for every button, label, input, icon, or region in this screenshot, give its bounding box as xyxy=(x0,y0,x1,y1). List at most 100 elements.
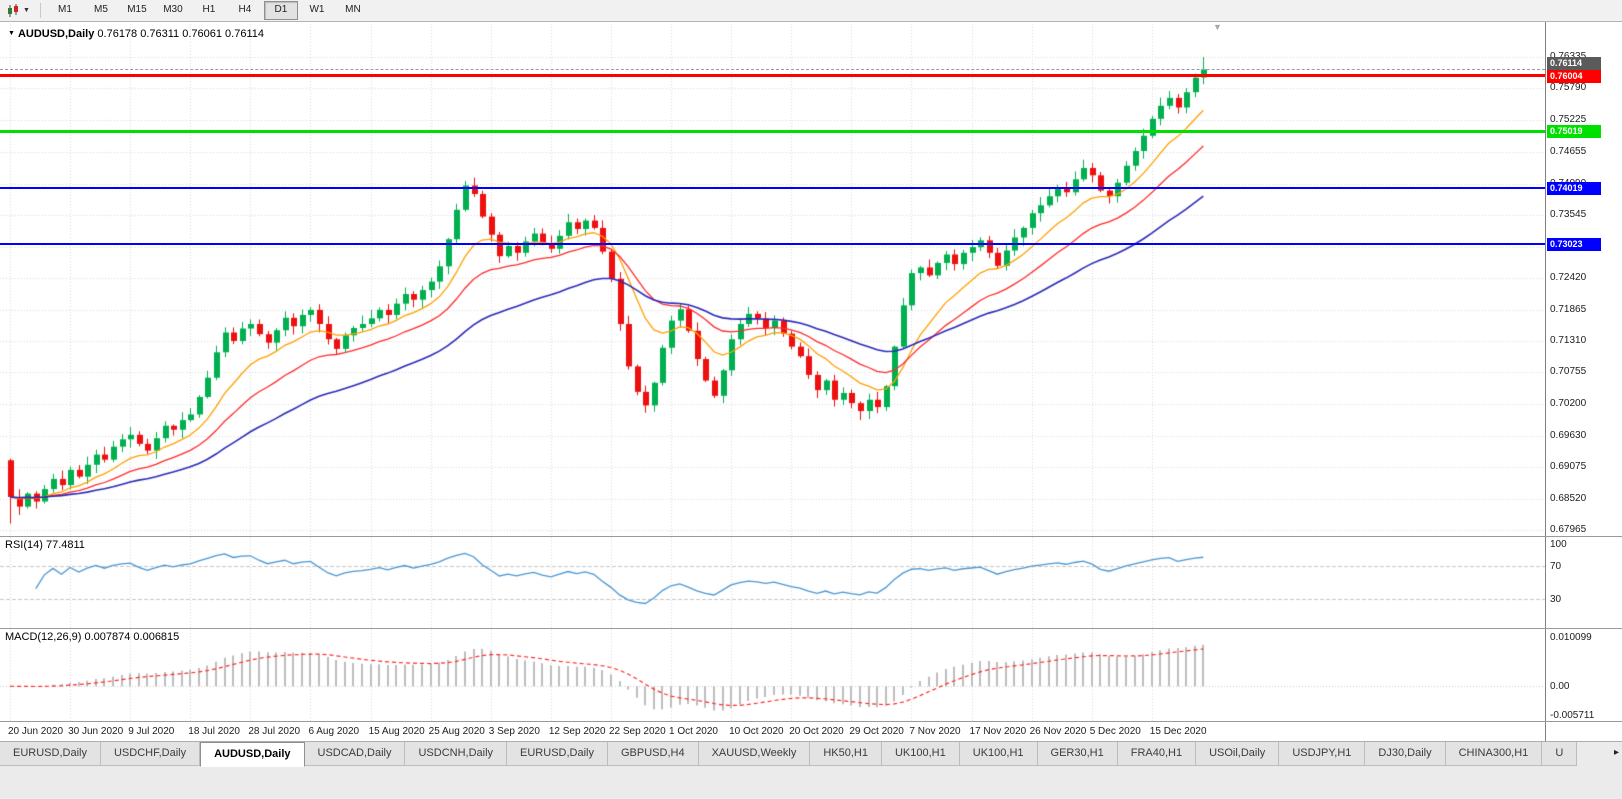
date-axis-label: 29 Oct 2020 xyxy=(849,726,904,737)
pane-separator-macd[interactable] xyxy=(0,628,1622,629)
price-axis-label: 0.70755 xyxy=(1550,366,1587,378)
chart-tab-uk100-h1[interactable]: UK100,H1 xyxy=(959,742,1038,766)
price-axis-label: 0.75790 xyxy=(1550,81,1587,93)
chart-tab-uk100-h1[interactable]: UK100,H1 xyxy=(881,742,960,766)
price-chart-canvas[interactable] xyxy=(0,21,1545,741)
price-axis-label: 0.75225 xyxy=(1550,113,1587,125)
date-axis-label: 20 Oct 2020 xyxy=(789,726,844,737)
chart-ohlc-values: 0.76178 0.76311 0.76061 0.76114 xyxy=(97,28,264,40)
price-axis-label: 0.67965 xyxy=(1550,524,1587,536)
timeframe-buttons: M1 M5 M15 M30 H1 H4 D1 W1 MN xyxy=(47,1,371,20)
price-axis-label: 0.73545 xyxy=(1550,208,1587,220)
horizontal-line-0.74019[interactable] xyxy=(0,186,1545,189)
date-axis-label: 18 Jul 2020 xyxy=(188,726,240,737)
date-axis-label: 12 Sep 2020 xyxy=(548,726,606,737)
chart-symbol: AUDUSD,Daily xyxy=(17,28,95,40)
chart-type-icon[interactable] xyxy=(4,3,22,19)
price-axis-label: 0.76335 xyxy=(1550,51,1586,62)
chart-tab-usdchf-daily[interactable]: USDCHF,Daily xyxy=(100,742,201,766)
chart-tab-usdcad-daily[interactable]: USDCAD,Daily xyxy=(304,742,406,766)
price-tag-0.75019: 0.75019 xyxy=(1547,125,1601,139)
price-axis-label: 100 xyxy=(1550,539,1567,550)
chart-tab-dj30-daily[interactable]: DJ30,Daily xyxy=(1365,742,1446,766)
price-axis-label: 30 xyxy=(1550,594,1562,606)
chart-tab-usdjpy-h1[interactable]: USDJPY,H1 xyxy=(1279,742,1366,766)
date-axis-label: 20 Jun 2020 xyxy=(8,726,64,737)
price-tag-0.73023: 0.73023 xyxy=(1547,238,1601,252)
date-axis-label: 1 Oct 2020 xyxy=(669,726,718,737)
date-axis-label: 6 Aug 2020 xyxy=(308,726,360,737)
price-axis-label: 0.68520 xyxy=(1550,492,1587,504)
timeframe-button-mn[interactable]: MN xyxy=(345,4,361,15)
timeframe-button-m30[interactable]: M30 xyxy=(163,4,183,15)
timeframe-button-m15[interactable]: M15 xyxy=(127,4,147,15)
horizontal-line-0.76004[interactable] xyxy=(0,74,1545,78)
current-price-tag: 0.76114 xyxy=(1547,56,1601,70)
chart-type-dropdown-icon[interactable]: ▼ xyxy=(23,7,30,14)
symbol-triangle-icon: ▼ xyxy=(8,30,15,37)
chart-tab-usdcnh-daily[interactable]: USDCNH,Daily xyxy=(405,742,508,766)
price-axis-label: 0.010099 xyxy=(1550,632,1592,643)
price-axis-label: 70 xyxy=(1550,560,1562,572)
chart-tab-china300-h1[interactable]: CHINA300,H1 xyxy=(1445,742,1543,766)
date-axis-label: 15 Aug 2020 xyxy=(368,726,425,737)
chart-overlays xyxy=(0,21,1545,741)
chart-tab-u[interactable]: U xyxy=(1542,742,1578,766)
timeframe-button-h4[interactable]: H4 xyxy=(238,4,252,15)
timeframe-button-m1[interactable]: M1 xyxy=(57,4,72,15)
date-axis-label: 3 Sep 2020 xyxy=(488,726,540,737)
chart-tab-usoil-daily[interactable]: USOil,Daily xyxy=(1196,742,1280,766)
date-axis-label: 15 Dec 2020 xyxy=(1149,726,1207,737)
chart-title: ▼ AUDUSD,Daily 0.76178 0.76311 0.76061 0.… xyxy=(8,28,264,40)
price-axis-label: 0.71865 xyxy=(1550,303,1587,315)
timeframe-button-w1[interactable]: W1 xyxy=(309,4,325,15)
timeframe-toolbar: ▼ M1 M5 M15 M30 H1 H4 D1 W1 MN xyxy=(0,0,1622,22)
chart-tab-eurusd-daily[interactable]: EURUSD,Daily xyxy=(0,742,101,766)
price-tag-0.76004: 0.76004 xyxy=(1547,69,1601,83)
chart-tab-hk50-h1[interactable]: HK50,H1 xyxy=(810,742,882,766)
price-tag-0.74019: 0.74019 xyxy=(1547,181,1601,195)
price-axis-label: 0.69630 xyxy=(1550,429,1587,441)
chart-tab-xauusd-weekly[interactable]: XAUUSD,Weekly xyxy=(698,742,811,766)
date-axis-label: 25 Aug 2020 xyxy=(428,726,485,737)
pane-separator-rsi[interactable] xyxy=(0,536,1622,537)
rsi-indicator-title: RSI(14) 77.4811 xyxy=(5,539,85,551)
chart-tab-audusd-daily[interactable]: AUDUSD,Daily xyxy=(200,742,305,767)
date-axis-label: 17 Nov 2020 xyxy=(969,726,1027,737)
date-axis-label: 5 Dec 2020 xyxy=(1089,726,1141,737)
date-axis[interactable]: 20 Jun 2020 30 Jun 2020 9 Jul 2020 18 Jul 2… xyxy=(0,721,1545,741)
tab-scroll-right-icon[interactable]: ▸ xyxy=(1613,747,1619,758)
price-axis-label: 0.69075 xyxy=(1550,461,1587,473)
macd-indicator-title: MACD(12,26,9) 0.007874 0.006815 xyxy=(5,631,180,643)
chart-tabs: EURUSD,Daily USDCHF,Daily AUDUSD,Daily USDC… xyxy=(0,742,1622,767)
date-axis-label: 9 Jul 2020 xyxy=(128,726,175,737)
price-axis-label: -0.005711 xyxy=(1550,710,1595,722)
date-axis-label: 7 Nov 2020 xyxy=(909,726,961,737)
timeframe-button-d1[interactable]: D1 xyxy=(263,1,298,20)
chart-tab-ger30-h1[interactable]: GER30,H1 xyxy=(1037,742,1118,766)
price-scale[interactable]: 0.763350.757900.752250.746550.740900.735… xyxy=(1545,21,1622,741)
chart-shift-marker[interactable]: ▼ xyxy=(1213,22,1222,32)
chart-tab-gbpusd-h4[interactable]: GBPUSD,H4 xyxy=(608,742,699,766)
horizontal-line-0.73023[interactable] xyxy=(0,243,1545,246)
price-axis-label: 0.72420 xyxy=(1550,272,1587,284)
current-price-line xyxy=(0,68,1545,70)
chart-tab-bar: EURUSD,Daily USDCHF,Daily AUDUSD,Daily USDC… xyxy=(0,741,1622,799)
price-axis-label: 0.71310 xyxy=(1550,334,1587,346)
chart-bottom-border xyxy=(0,721,1622,722)
chart-tab-eurusd-daily[interactable]: EURUSD,Daily xyxy=(507,742,608,766)
toolbar-separator xyxy=(39,3,41,18)
horizontal-line-0.75019[interactable] xyxy=(0,129,1545,133)
price-axis-label: 0.00 xyxy=(1550,681,1570,693)
date-axis-label: 26 Nov 2020 xyxy=(1029,726,1087,737)
chart-area: ▼ AUDUSD,Daily 0.76178 0.76311 0.76061 0.… xyxy=(0,21,1622,741)
date-axis-label: 28 Jul 2020 xyxy=(248,726,301,737)
timeframe-button-h1[interactable]: H1 xyxy=(202,4,216,15)
timeframe-button-m5[interactable]: M5 xyxy=(93,4,108,15)
date-axis-label: 22 Sep 2020 xyxy=(608,726,666,737)
date-axis-label: 30 Jun 2020 xyxy=(68,726,124,737)
chart-tab-fra40-h1[interactable]: FRA40,H1 xyxy=(1117,742,1197,766)
price-axis-label: 0.74655 xyxy=(1550,145,1587,157)
price-axis-label: 0.70200 xyxy=(1550,397,1587,409)
date-axis-label: 10 Oct 2020 xyxy=(729,726,784,737)
